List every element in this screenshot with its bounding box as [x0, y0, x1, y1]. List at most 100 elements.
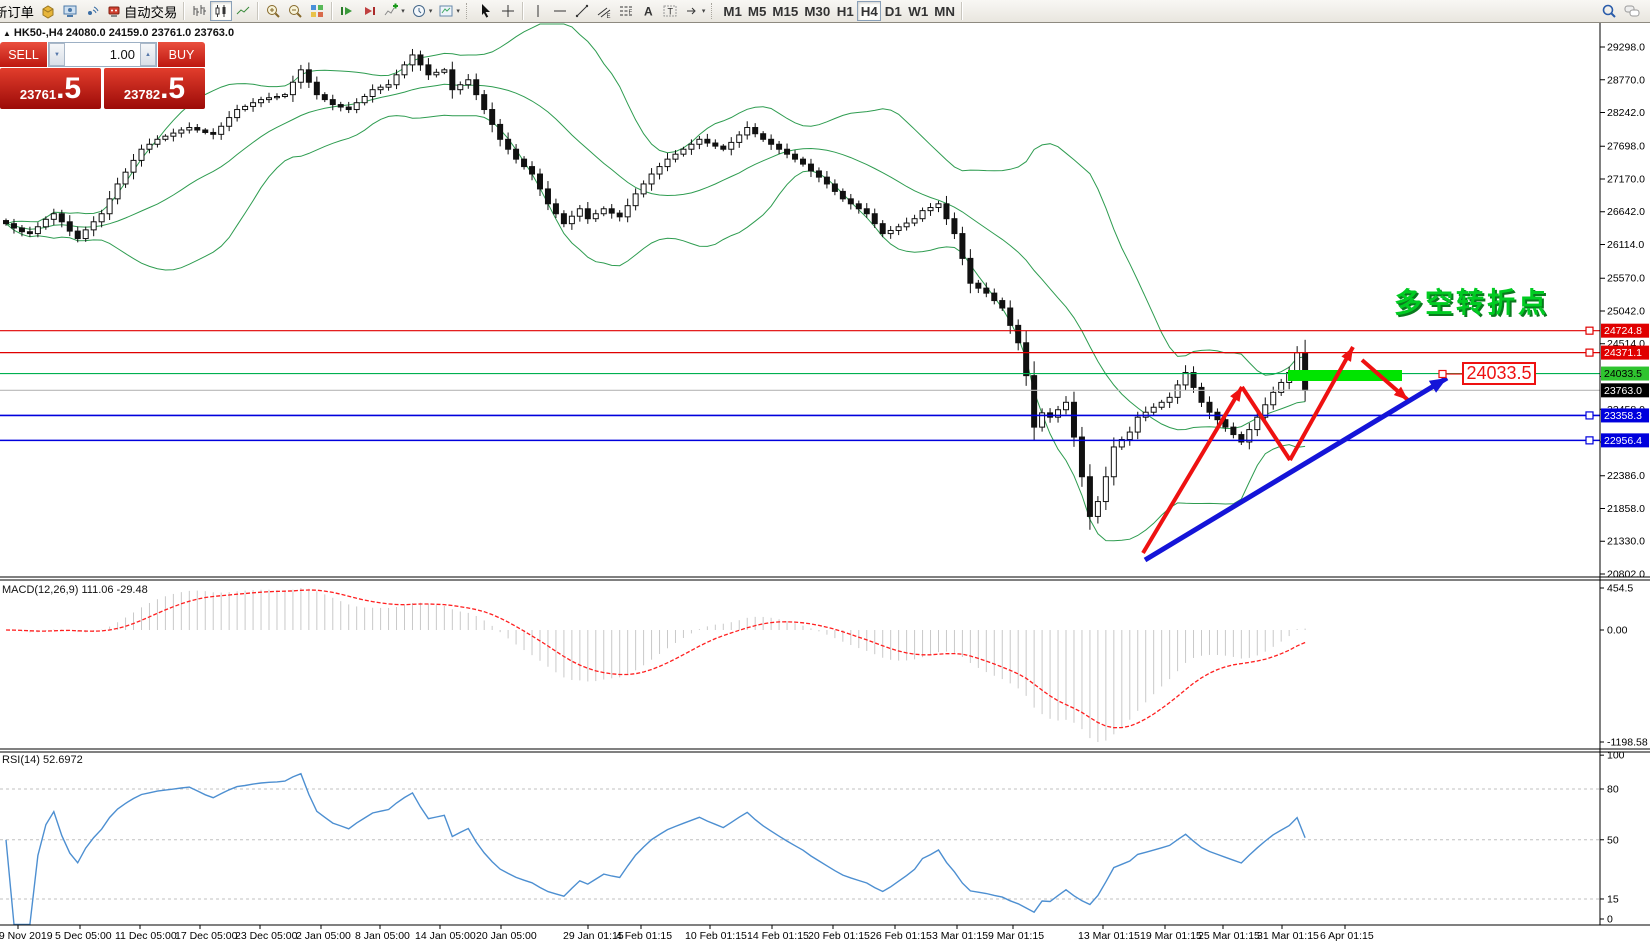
timeframe-button-M15[interactable]: M15	[769, 1, 801, 21]
cursor-tool-button[interactable]	[475, 1, 497, 21]
date-label: 2 Jan 05:00	[296, 930, 351, 942]
chat-button[interactable]	[1620, 1, 1644, 21]
chinese-annotation-text[interactable]: 多空转折点	[1394, 286, 1550, 319]
candle-body	[935, 203, 942, 209]
label-tool-button[interactable]: T	[659, 1, 681, 21]
candlestick-chart-button[interactable]	[210, 1, 233, 21]
toolbar-separator	[331, 2, 334, 20]
volume-input[interactable]: 1.00	[109, 47, 135, 62]
timeframe-button-H1[interactable]: H1	[833, 1, 857, 21]
timeframe-button-D1[interactable]: D1	[881, 1, 905, 21]
timeframe-button-M1[interactable]: M1	[720, 1, 745, 21]
candle-body	[1031, 375, 1038, 428]
channel-tool-button[interactable]: E	[593, 1, 615, 21]
date-label: 9 Mar 01:15	[988, 930, 1044, 942]
sell-button[interactable]: SELL	[0, 42, 47, 67]
broadcast-icon	[87, 6, 99, 15]
trendline-tool-button[interactable]	[571, 1, 593, 21]
indicators-button[interactable]: ▾	[380, 1, 408, 21]
volume-decrease-button[interactable]: ▼	[49, 43, 65, 66]
auto-scroll-button[interactable]	[336, 1, 358, 21]
price-level-badge	[1601, 323, 1649, 338]
candle-body	[728, 141, 735, 150]
trade-prices-row: 23761.5 23782.5	[0, 68, 205, 109]
search-button[interactable]	[1598, 1, 1620, 21]
candle-body	[1174, 384, 1181, 398]
candle-body	[130, 159, 137, 173]
periods-button[interactable]: ▾	[408, 1, 436, 21]
candle-body	[1166, 396, 1173, 403]
line-end-marker[interactable]	[1585, 411, 1594, 420]
candle-body	[425, 64, 432, 76]
date-label: 17 Dec 05:00	[175, 930, 238, 942]
timeframe-button-H4[interactable]: H4	[857, 1, 882, 21]
candle-body	[688, 143, 695, 150]
candle-body	[568, 215, 575, 225]
timeframe-button-W1[interactable]: W1	[905, 1, 931, 21]
fibonacci-tool-button[interactable]: F	[615, 1, 637, 21]
red-zigzag-arrow[interactable]	[1288, 346, 1355, 461]
callout-anchor-marker[interactable]	[1438, 369, 1447, 379]
line-chart-button[interactable]	[232, 1, 254, 21]
sell-price[interactable]: 23761.5	[0, 68, 101, 109]
arrowhead	[1341, 347, 1353, 362]
candle-body	[552, 203, 559, 215]
price-tick-label: 28770.0	[1607, 74, 1645, 86]
buy-price[interactable]: 23782.5	[104, 68, 205, 109]
candle-body	[704, 138, 711, 144]
candle-body	[1007, 307, 1014, 326]
crosshair-tool-button[interactable]	[497, 1, 519, 21]
candle-body	[369, 89, 376, 97]
gold-box-icon	[42, 5, 54, 19]
buy-button[interactable]: BUY	[158, 42, 205, 67]
line-end-marker[interactable]	[1585, 436, 1594, 445]
price-tick-label: 27170.0	[1607, 173, 1645, 185]
vertical-line-tool-button[interactable]	[527, 1, 549, 21]
volume-increase-button[interactable]: ▲	[140, 43, 156, 66]
bar-chart-button[interactable]	[188, 1, 210, 21]
candle-body	[138, 148, 145, 161]
text-label-icon: T	[663, 5, 677, 17]
candle-body	[178, 129, 185, 134]
text-tool-button[interactable]: A	[637, 1, 659, 21]
buy-price-pips: .5	[160, 71, 186, 105]
candle-body	[1270, 391, 1277, 406]
line-end-marker[interactable]	[1585, 326, 1594, 335]
timeframe-button-M30[interactable]: M30	[801, 1, 833, 21]
auto-trading-button[interactable]: 自动交易	[103, 1, 180, 21]
arrows-tool-button[interactable]: ▾	[681, 1, 709, 21]
green-highlight-rectangle[interactable]	[1288, 370, 1402, 381]
price-callout-box[interactable]: 24033.5	[1462, 362, 1536, 385]
macd-indicator-label: MACD(12,26,9) 111.06 -29.48	[2, 584, 148, 596]
candle-body	[1015, 324, 1022, 344]
tile-windows-button[interactable]	[306, 1, 328, 21]
timeframe-button-MN[interactable]: MN	[931, 1, 958, 21]
candle-body	[879, 223, 886, 235]
candle-body	[329, 99, 336, 106]
candle-body	[672, 153, 679, 160]
candle-body	[513, 148, 520, 160]
candle-body	[1278, 381, 1285, 393]
line-end-marker[interactable]	[1585, 348, 1594, 357]
signals-button[interactable]	[81, 1, 103, 21]
candle-body	[1246, 429, 1253, 443]
red-zigzag-arrow[interactable]	[1240, 385, 1292, 462]
metaeditor-button[interactable]	[59, 1, 81, 21]
templates-button[interactable]: ▾	[435, 1, 463, 21]
blue-trend-arrow[interactable]	[1143, 375, 1449, 563]
zoom-out-button[interactable]	[284, 1, 306, 21]
candle-body	[313, 81, 320, 96]
new-order-button[interactable]: 新订单	[0, 1, 37, 21]
rsi-indicator-label: RSI(14) 52.6972	[2, 754, 83, 766]
date-label: 6 Apr 01:15	[1320, 930, 1374, 942]
horizontal-line-tool-button[interactable]	[549, 1, 571, 21]
zoom-in-button[interactable]	[262, 1, 284, 21]
candle-body	[967, 257, 974, 284]
robot-icon	[108, 6, 120, 17]
timeframe-button-M5[interactable]: M5	[745, 1, 770, 21]
market-watch-button[interactable]	[37, 1, 59, 21]
chat-bubbles-icon	[1624, 5, 1640, 17]
red-zigzag-arrow[interactable]	[1141, 385, 1244, 555]
chart-shift-button[interactable]	[358, 1, 380, 21]
